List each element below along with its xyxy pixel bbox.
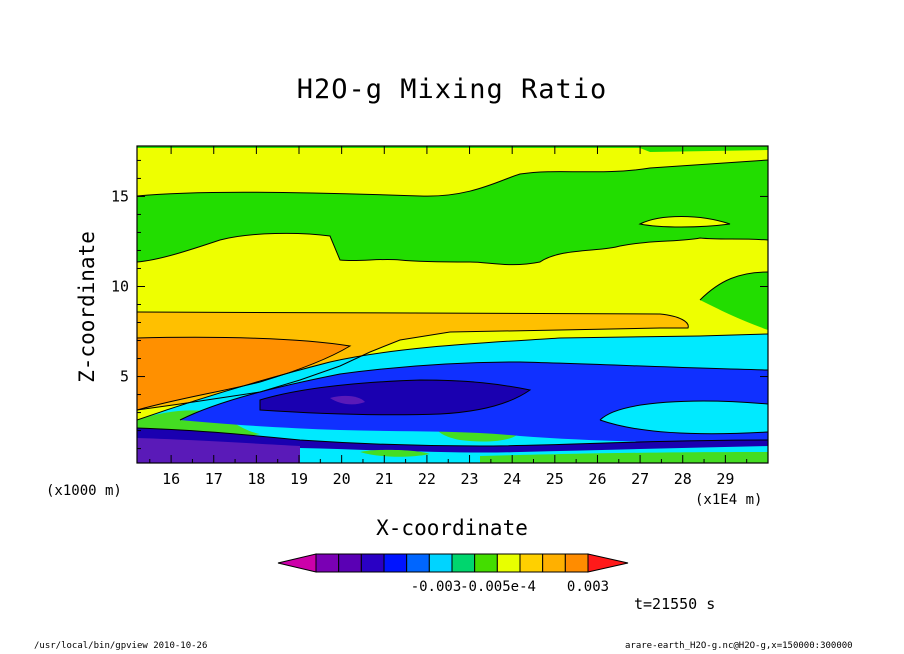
x-tick-label: 23 — [461, 470, 479, 488]
x-tick-label: 26 — [588, 470, 606, 488]
colorbar-swatch — [564, 553, 589, 573]
navy-core — [260, 380, 530, 415]
y-axis-ticks: 5 10 15 — [111, 159, 768, 450]
footer-left: /usr/local/bin/gpview 2010-10-26 — [34, 641, 208, 651]
x-tick-label: 16 — [162, 470, 180, 488]
y-tick-label: 15 — [111, 187, 129, 205]
y-tick-label: 10 — [111, 277, 129, 295]
colorbar-swatch — [519, 553, 544, 573]
colorbar-swatch — [360, 553, 385, 573]
contour-fields — [137, 146, 768, 463]
colorbar-swatch — [406, 553, 430, 573]
colorbar-label: -0.003 — [411, 579, 462, 595]
colorbar: -0.003-0.005e-4 0.003 — [277, 553, 629, 595]
x-axis-label: X-coordinate — [376, 516, 528, 540]
colorbar-swatch — [496, 553, 521, 573]
y-tick-label: 5 — [120, 368, 129, 386]
colorbar-swatch — [428, 553, 453, 573]
chart-title: H2O-g Mixing Ratio — [296, 74, 608, 105]
x-tick-label: 17 — [205, 470, 223, 488]
x-tick-label: 20 — [333, 470, 351, 488]
x-tick-label: 29 — [716, 470, 734, 488]
time-label: t=21550 s — [634, 595, 716, 613]
colorbar-swatch — [315, 553, 340, 573]
deep-orange-layer — [137, 337, 350, 410]
x-axis-unit-right: (x1E4 m) — [695, 492, 763, 508]
x-tick-label: 18 — [247, 470, 265, 488]
colorbar-swatch — [474, 553, 498, 573]
colorbar-label: 0.003 — [567, 579, 609, 595]
x-tick-label: 27 — [631, 470, 649, 488]
x-tick-label: 24 — [503, 470, 521, 488]
colorbar-label: -0.005e-4 — [460, 579, 536, 595]
footer-right: arare-earth_H2O-g.nc@H2O-g,x=150000:3000… — [625, 641, 853, 651]
bottom-purple-band — [137, 438, 300, 463]
x-axis-ticks: 16 17 18 19 20 21 22 23 24 25 26 27 28 29 — [149, 146, 748, 488]
x-tick-label: 25 — [546, 470, 564, 488]
colorbar-swatch — [338, 553, 362, 573]
x-tick-label: 19 — [290, 470, 308, 488]
x-tick-label: 21 — [375, 470, 393, 488]
x-tick-label: 28 — [674, 470, 692, 488]
colorbar-swatch — [383, 553, 408, 573]
colorbar-swatch — [451, 553, 476, 573]
colorbar-high-arrow — [587, 553, 629, 573]
colorbar-swatch — [542, 553, 566, 573]
x-tick-label: 22 — [418, 470, 436, 488]
x-axis-unit-left: (x1000 m) — [46, 483, 122, 499]
colorbar-low-arrow — [277, 553, 317, 573]
upper-green-band — [137, 160, 768, 265]
